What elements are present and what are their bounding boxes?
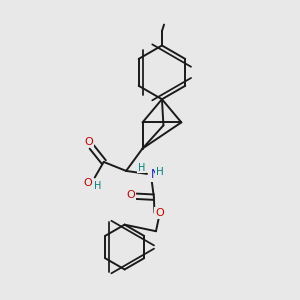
Text: O: O [84, 136, 93, 147]
Text: O: O [155, 208, 164, 218]
Text: H: H [156, 167, 164, 177]
Text: N: N [151, 168, 159, 181]
Text: H: H [94, 182, 101, 191]
Text: O: O [127, 190, 136, 200]
Text: H: H [138, 163, 145, 173]
Text: O: O [84, 178, 93, 188]
